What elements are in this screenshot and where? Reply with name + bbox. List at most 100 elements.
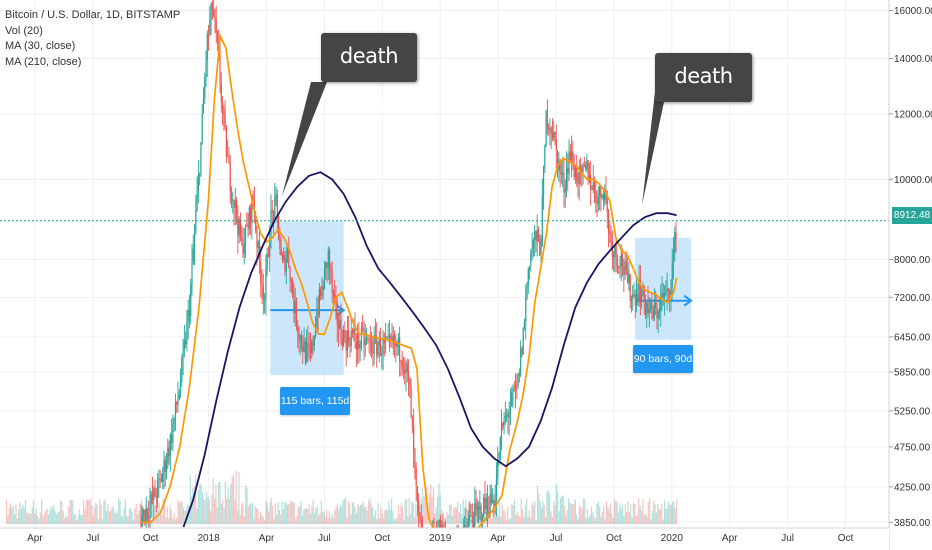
volume-bar	[55, 514, 58, 524]
candle-body	[157, 479, 159, 499]
volume-bar	[85, 499, 87, 524]
volume-bar	[422, 488, 424, 524]
candle-body	[488, 512, 490, 516]
death-cross-callout-1[interactable]: death cross	[321, 33, 417, 115]
volume-bar	[413, 517, 416, 524]
volume-bar	[114, 512, 116, 524]
candle-body	[278, 214, 280, 240]
volume-bar	[88, 500, 90, 524]
candle-body	[475, 503, 477, 507]
volume-bar	[320, 500, 322, 524]
volume-bar	[463, 507, 466, 524]
death-cross-callout-2[interactable]: death cross	[655, 53, 752, 135]
volume-bar	[476, 499, 478, 524]
volume-bar	[212, 478, 214, 524]
candle-body	[542, 167, 545, 196]
volume-bar	[651, 510, 653, 524]
x-tick-label: Jul	[550, 533, 563, 544]
volume-bar	[382, 518, 385, 524]
x-tick-label: Jul	[781, 533, 794, 544]
volume-bar	[454, 506, 456, 524]
candle-body	[568, 151, 570, 174]
candle-body	[302, 345, 304, 352]
candle-body	[497, 461, 499, 479]
last-price-text: 8912.48	[893, 210, 931, 221]
candle-body	[314, 329, 317, 337]
volume-bar	[204, 500, 206, 524]
volume-bar	[462, 499, 464, 524]
candle-body	[523, 321, 526, 329]
candle-body	[492, 500, 494, 504]
volume-bar	[439, 494, 441, 524]
candle-body	[404, 369, 406, 374]
candle-body	[267, 253, 270, 257]
volume-bar	[555, 484, 558, 524]
candle-body	[599, 186, 601, 197]
volume-bar	[122, 517, 124, 524]
candle-body	[311, 341, 313, 353]
volume-bar	[447, 514, 449, 524]
x-axis: Apr Jul Oct 2018 Apr Jul Oct 2019 Apr Jul Oct 2020 A…	[0, 527, 889, 550]
volume-bar	[220, 503, 222, 524]
candle-body	[251, 195, 253, 224]
volume-bar	[84, 509, 86, 524]
volume-bar	[161, 514, 163, 524]
candle-body	[615, 246, 617, 259]
candle-body	[215, 18, 217, 33]
candle-body	[469, 515, 471, 522]
volume-bar	[16, 518, 18, 524]
volume-bar	[430, 484, 432, 524]
volume-bar	[289, 500, 291, 524]
candle-body	[554, 131, 556, 140]
y-tick-label: 5250.00	[894, 406, 931, 417]
volume-bar	[508, 519, 510, 524]
volume-bar	[54, 511, 56, 524]
volume-bar	[269, 502, 271, 524]
ma210-line	[182, 171, 677, 528]
candle-body	[652, 309, 654, 318]
candle-body	[393, 335, 396, 346]
volume-bar	[172, 518, 174, 524]
volume-bar	[336, 503, 339, 524]
volume-bar	[14, 514, 16, 524]
candle-body	[241, 237, 243, 239]
volume-bar	[232, 474, 235, 524]
volume-bar	[15, 504, 17, 524]
volume-bar	[586, 508, 589, 524]
volume-bar	[461, 514, 463, 524]
volume-bar	[650, 519, 652, 524]
candle-body	[508, 412, 510, 418]
candle-body	[581, 166, 583, 173]
candle-body	[558, 161, 560, 171]
volume-bar	[620, 508, 622, 524]
candle-body	[328, 250, 331, 269]
candle-body	[142, 509, 145, 516]
candle-body	[365, 338, 368, 340]
candle-body	[396, 341, 398, 348]
volume-bar	[42, 516, 44, 524]
volume-bar	[308, 504, 310, 524]
volume-bar	[47, 514, 50, 524]
volume-bar	[380, 506, 382, 524]
candle-body	[548, 127, 550, 130]
candle-body	[471, 515, 473, 522]
candle-body	[639, 280, 641, 303]
candle-body	[285, 258, 287, 272]
volume-bar	[565, 515, 567, 524]
candle-body	[634, 294, 636, 306]
candle-body	[595, 190, 597, 202]
volume-bar	[405, 499, 408, 524]
candle-body	[544, 146, 546, 168]
x-tick-label: Apr	[27, 533, 43, 544]
range-2-arrowhead	[683, 294, 693, 307]
candle-body	[537, 229, 540, 240]
volume-bar	[263, 519, 266, 524]
candle-body	[407, 372, 410, 378]
candle-body	[592, 182, 594, 191]
volume-bar	[73, 513, 75, 524]
candle-body	[281, 255, 284, 260]
candle-body	[620, 253, 622, 267]
candle-body	[141, 515, 143, 527]
volume-bar	[253, 518, 255, 524]
range-1-arrowhead	[336, 304, 346, 316]
